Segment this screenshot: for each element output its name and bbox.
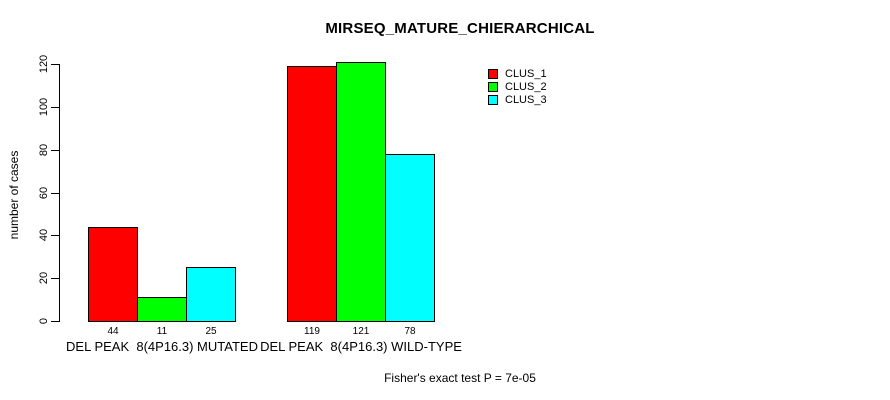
legend-label: CLUS_2 bbox=[505, 80, 547, 93]
y-tick-label: 100 bbox=[38, 97, 50, 117]
bar-value-label: 78 bbox=[404, 326, 416, 337]
x-category-label: DEL PEAK 8(4P16.3) MUTATED bbox=[66, 339, 258, 354]
y-tick-mark bbox=[51, 192, 59, 194]
bar-clus_3-group1 bbox=[186, 267, 236, 322]
y-tick-label: 40 bbox=[38, 229, 50, 242]
bar-clus_1-group2 bbox=[287, 66, 337, 322]
legend: CLUS_1 CLUS_2 CLUS_3 bbox=[488, 67, 547, 106]
legend-swatch-icon bbox=[488, 94, 498, 105]
bar-value-label: 25 bbox=[205, 326, 217, 337]
y-axis-title: number of cases bbox=[7, 150, 21, 240]
y-tick-label: 60 bbox=[38, 186, 50, 199]
y-tick-mark bbox=[51, 235, 59, 237]
y-tick-label: 20 bbox=[38, 272, 50, 285]
chart-title: MIRSEQ_MATURE_CHIERARCHICAL bbox=[325, 20, 595, 37]
legend-item-clus_1: CLUS_1 bbox=[488, 67, 547, 80]
y-tick-mark bbox=[51, 278, 59, 280]
legend-item-clus_2: CLUS_2 bbox=[488, 80, 547, 93]
y-tick-label: 0 bbox=[38, 317, 50, 325]
y-tick-mark bbox=[51, 106, 59, 108]
y-tick-label: 120 bbox=[38, 54, 50, 74]
legend-item-clus_3: CLUS_3 bbox=[488, 93, 547, 106]
bar-value-label: 121 bbox=[352, 326, 370, 337]
bar-clus_2-group2 bbox=[336, 62, 386, 322]
legend-swatch-icon bbox=[488, 68, 498, 79]
legend-label: CLUS_3 bbox=[505, 93, 547, 106]
y-tick-mark bbox=[51, 321, 59, 322]
bar-value-label: 119 bbox=[304, 326, 320, 337]
bar-clus_1-group1 bbox=[88, 227, 138, 322]
bar-value-label: 44 bbox=[107, 326, 119, 337]
x-category-label: DEL PEAK 8(4P16.3) WILD-TYPE bbox=[260, 339, 462, 354]
y-tick-mark bbox=[51, 64, 59, 65]
y-axis-line bbox=[59, 64, 60, 322]
bar-value-label: 11 bbox=[156, 326, 168, 337]
y-tick-label: 80 bbox=[38, 143, 50, 156]
legend-label: CLUS_1 bbox=[505, 67, 547, 80]
y-tick-mark bbox=[51, 149, 59, 151]
bar-clus_3-group2 bbox=[385, 154, 435, 322]
bar-clus_2-group1 bbox=[137, 297, 187, 322]
legend-swatch-icon bbox=[488, 81, 498, 92]
stat-annotation: Fisher's exact test P = 7e-05 bbox=[384, 371, 536, 385]
